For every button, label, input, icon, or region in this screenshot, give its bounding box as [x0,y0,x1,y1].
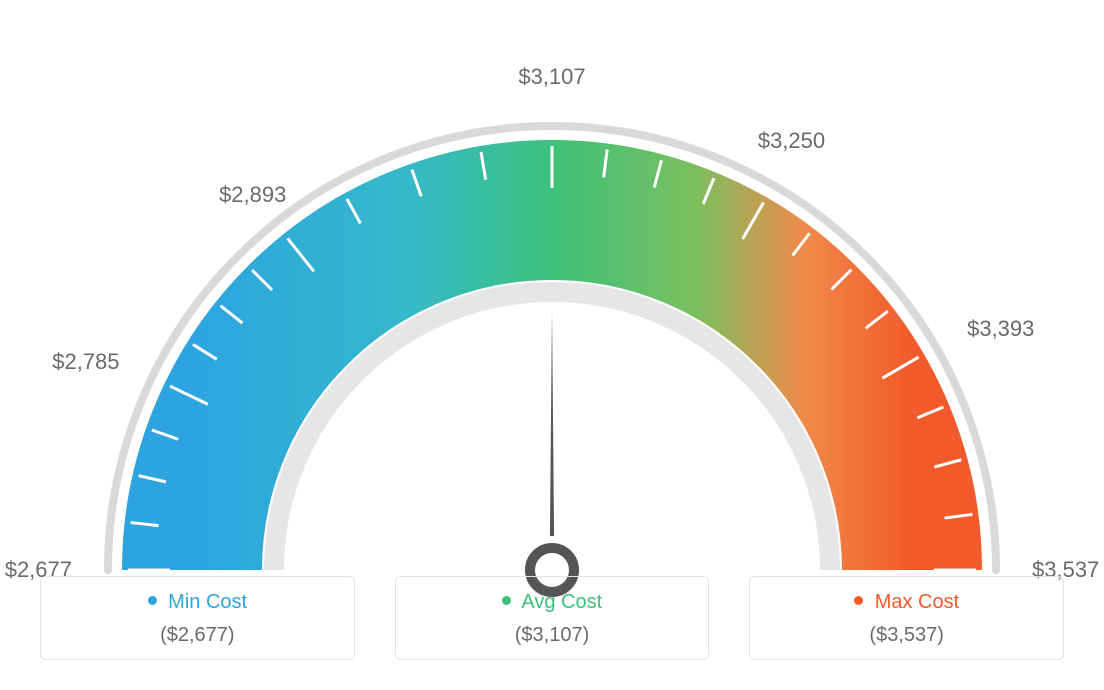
legend-title-text: Min Cost [168,591,247,613]
legend-value-min: ($2,677) [51,624,344,647]
gauge-tick-label: $3,107 [518,64,585,90]
legend-card-avg: Avg Cost ($3,107) [395,576,710,660]
legend-card-min: Min Cost ($2,677) [40,576,355,660]
legend-row: Min Cost ($2,677) Avg Cost ($3,107) Max … [0,576,1104,660]
gauge-area: $2,677$2,785$2,893$3,107$3,250$3,393$3,5… [0,0,1104,560]
legend-card-max: Max Cost ($3,537) [749,576,1064,660]
gauge-tick-label: $2,785 [52,349,119,375]
dot-icon [502,596,511,605]
legend-title-text: Max Cost [875,591,959,613]
legend-title-min: Min Cost [51,591,344,614]
gauge-tick-label: $3,250 [758,128,825,154]
legend-title-max: Max Cost [760,591,1053,614]
cost-gauge-chart: $2,677$2,785$2,893$3,107$3,250$3,393$3,5… [0,0,1104,690]
gauge-svg [0,60,1104,620]
dot-icon [854,596,863,605]
legend-value-max: ($3,537) [760,624,1053,647]
gauge-tick-label: $3,393 [967,316,1034,342]
legend-value-avg: ($3,107) [406,624,699,647]
legend-title-avg: Avg Cost [406,591,699,614]
dot-icon [148,596,157,605]
legend-title-text: Avg Cost [521,591,602,613]
gauge-tick-label: $2,893 [219,182,286,208]
